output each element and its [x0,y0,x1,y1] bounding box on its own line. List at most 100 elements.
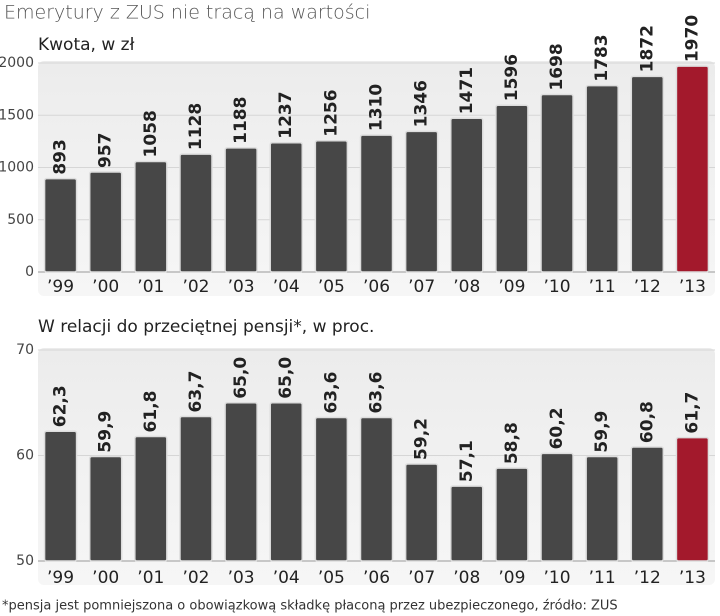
x-tick-label: ’04 [273,568,300,588]
value-label: 1256 [321,89,341,136]
chart-title: Emerytury z ZUS nie tracą na wartości [4,2,370,24]
y-tick-label: 500 [7,212,34,228]
y-tick-label: 1000 [0,160,34,176]
x-tick-label: ’08 [453,568,480,588]
value-label: 1471 [457,67,477,114]
bar [134,160,168,273]
bar [450,485,484,562]
x-tick-label: ’03 [228,568,255,588]
value-label: 63,7 [186,371,206,413]
bar [404,463,439,562]
bar [314,139,349,273]
value-label: 62,3 [51,385,71,427]
x-tick-label: ’00 [92,568,119,588]
bar [585,455,619,562]
x-tick-label: ’08 [453,277,480,297]
x-tick-label: ’11 [589,277,616,297]
bar [269,141,303,273]
value-label: 65,0 [231,357,251,399]
x-tick-label: ’12 [634,277,661,297]
bar [495,104,529,273]
x-tick-label: ’02 [182,277,209,297]
bar [179,415,213,562]
value-label: 59,2 [412,418,432,460]
x-tick-label: ’05 [318,277,345,297]
value-label: 1237 [276,91,296,138]
value-label: 63,6 [321,372,341,414]
value-label: 60,8 [637,401,657,443]
x-tick-label: ’07 [408,568,435,588]
y-tick-label: 50 [16,553,34,569]
bar [179,153,213,273]
value-label: 63,6 [367,372,387,414]
bar [43,430,78,562]
chart-subtitle: Kwota, w zł [38,35,135,55]
x-tick-label: ’06 [363,277,390,297]
bar [314,416,349,562]
x-tick-label: ’03 [228,277,255,297]
value-label: 1310 [367,84,387,131]
bar [224,147,258,273]
bar [585,84,619,273]
value-label: 1596 [502,54,522,101]
bar [359,416,394,562]
value-label: 893 [51,139,71,175]
x-tick-label: ’07 [408,277,435,297]
bar [540,452,574,562]
value-label: 1872 [637,25,657,72]
x-tick-label: ’00 [92,277,119,297]
value-label: 58,8 [502,422,522,464]
x-tick-label: ’10 [544,568,571,588]
y-tick-label: 70 [16,342,34,358]
bar [630,75,665,273]
value-label: 61,7 [682,392,702,434]
bar [88,455,123,562]
x-tick-label: ’10 [544,277,571,297]
x-tick-label: ’99 [47,277,74,297]
value-label: 57,1 [457,440,477,482]
value-label: 59,9 [96,411,116,453]
x-tick-label: ’12 [634,568,661,588]
x-tick-label: ’05 [318,568,345,588]
y-tick-label: 1500 [0,107,34,123]
value-label: 59,9 [592,411,612,453]
bar [450,117,484,273]
y-tick-label: 2000 [0,55,34,71]
bar [359,134,394,273]
value-label: 1970 [682,15,702,62]
x-tick-label: ’99 [47,568,74,588]
x-tick-label: ’02 [182,568,209,588]
x-tick-label: ’04 [273,277,300,297]
footnote: *pensja jest pomniejszona o obowiązkową … [2,599,618,614]
x-tick-label: ’13 [679,277,706,297]
value-label: 1698 [547,43,567,90]
chart-subtitle: W relacji do przeciętnej pensji*, w proc… [38,317,374,337]
bar [88,171,123,273]
x-tick-label: ’13 [679,568,706,588]
value-label: 957 [96,132,116,168]
x-tick-label: ’11 [589,568,616,588]
x-tick-label: ’09 [498,277,525,297]
value-label: 1128 [186,103,206,150]
bar [43,177,78,273]
value-label: 1058 [141,110,161,157]
y-tick-label: 0 [25,264,34,280]
bar [404,130,439,273]
value-label: 1783 [592,34,612,81]
bar [540,93,574,273]
x-tick-label: ’01 [137,568,164,588]
x-tick-label: ’01 [137,277,164,297]
bar [134,435,168,562]
x-tick-label: ’06 [363,568,390,588]
value-label: 60,2 [547,407,567,449]
value-label: 61,8 [141,391,161,433]
bar [675,436,710,562]
bar [269,402,303,562]
value-label: 1346 [412,80,432,127]
bar [495,467,529,562]
bar [675,65,710,273]
bar [224,402,258,562]
value-label: 65,0 [276,357,296,399]
